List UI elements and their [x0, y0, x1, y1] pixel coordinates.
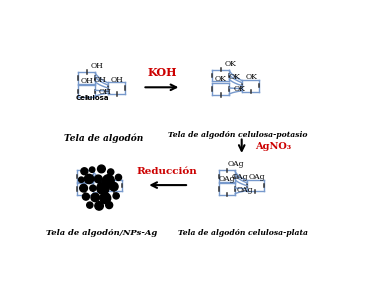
Circle shape — [89, 167, 95, 172]
Text: OK: OK — [225, 60, 237, 68]
Circle shape — [103, 175, 114, 186]
Text: OH: OH — [91, 62, 103, 70]
Text: OH: OH — [111, 76, 124, 84]
Circle shape — [115, 174, 122, 181]
Text: Tela de algodón celulosa-plata: Tela de algodón celulosa-plata — [178, 229, 308, 237]
Circle shape — [106, 202, 113, 209]
Text: OH: OH — [94, 76, 107, 84]
Circle shape — [78, 177, 84, 182]
Circle shape — [87, 202, 93, 208]
Text: OAg: OAg — [248, 173, 265, 181]
Text: AgNO₃: AgNO₃ — [255, 142, 291, 151]
Text: Tela de algodón: Tela de algodón — [64, 133, 143, 143]
Circle shape — [113, 193, 119, 199]
Text: Reducción: Reducción — [137, 167, 198, 176]
Circle shape — [97, 182, 109, 194]
Text: Tela de algodón celulosa-potasio: Tela de algodón celulosa-potasio — [168, 131, 308, 139]
Text: OAg: OAg — [231, 173, 247, 181]
Circle shape — [97, 165, 105, 173]
Text: OK: OK — [215, 75, 227, 83]
Text: OAg: OAg — [219, 175, 235, 183]
Text: OAg: OAg — [228, 160, 245, 168]
Text: Tela de algodón/NPs-Ag: Tela de algodón/NPs-Ag — [46, 229, 157, 237]
Text: OK: OK — [234, 85, 246, 93]
Text: OK: OK — [228, 74, 240, 81]
Circle shape — [110, 182, 118, 191]
Circle shape — [81, 168, 88, 175]
Text: OH: OH — [80, 78, 93, 85]
Circle shape — [91, 193, 100, 202]
Circle shape — [80, 184, 88, 192]
Circle shape — [84, 174, 94, 184]
Text: OK: OK — [246, 74, 257, 81]
Text: OH: OH — [99, 88, 112, 96]
Text: OAg: OAg — [237, 185, 253, 194]
Text: KOH: KOH — [147, 67, 177, 78]
Circle shape — [95, 202, 103, 210]
Circle shape — [100, 193, 111, 204]
Circle shape — [82, 193, 89, 200]
Circle shape — [95, 175, 102, 183]
Text: Celulosa: Celulosa — [76, 95, 110, 101]
Circle shape — [108, 169, 114, 175]
Circle shape — [90, 185, 96, 191]
